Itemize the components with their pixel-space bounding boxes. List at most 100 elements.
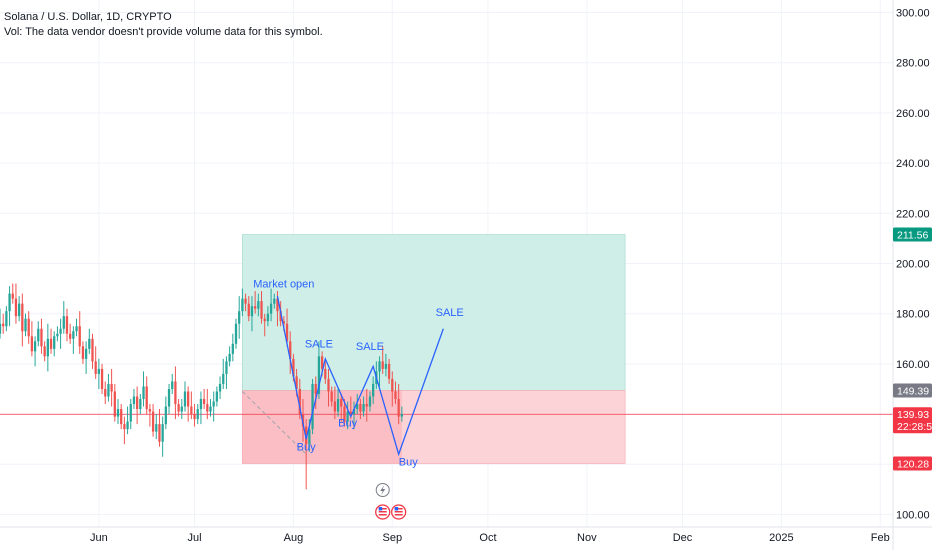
candle-body — [107, 383, 110, 397]
candle-body — [14, 298, 18, 317]
x-tick-label: Oct — [479, 532, 496, 544]
candle-body — [343, 406, 346, 422]
candle-body — [177, 404, 180, 412]
candle-body — [174, 381, 177, 405]
candle-body — [257, 301, 260, 309]
candle-body — [317, 356, 321, 394]
candle-body — [263, 318, 266, 322]
candle-body — [215, 391, 219, 402]
candle-body — [69, 333, 72, 339]
price-badge-bg — [893, 407, 932, 434]
us-flag-icon — [391, 504, 407, 520]
candle-body — [222, 373, 225, 384]
candle-body — [2, 323, 5, 327]
y-tick-label: 240.00 — [896, 158, 930, 170]
annotation-label: Buy — [338, 418, 357, 430]
candle-body — [135, 396, 139, 410]
candle-body — [158, 424, 161, 442]
candle-body — [218, 383, 222, 392]
candle-body — [65, 316, 69, 334]
candle-body — [167, 388, 171, 407]
candle-body — [56, 333, 59, 337]
annotations: Market open SALE SALE Buy Buy Buy SALE — [253, 278, 463, 468]
candle-body — [27, 318, 30, 337]
candle-body — [269, 303, 273, 314]
candle-body — [362, 404, 365, 412]
candle-body — [183, 391, 187, 407]
y-tick-label: 100.00 — [896, 509, 930, 521]
candle-body — [349, 411, 352, 415]
candle-body — [30, 336, 34, 352]
candle-body — [171, 381, 174, 389]
candle-body — [333, 401, 337, 412]
y-tick-label: 160.00 — [896, 359, 930, 371]
candle-body — [91, 338, 94, 362]
candle-body — [266, 313, 270, 322]
lightning-icon — [375, 483, 390, 497]
candle-body — [311, 383, 314, 430]
symbol-title[interactable]: Solana / U.S. Dollar, 1D, CRYPTO — [4, 11, 172, 23]
candle-body — [387, 363, 391, 379]
candle-body — [187, 391, 190, 407]
candle-body — [228, 353, 231, 362]
candle-body — [359, 404, 362, 412]
x-tick-label: Nov — [577, 532, 597, 544]
candle-body — [378, 361, 381, 372]
price-badge-label: 139.93 — [897, 409, 929, 421]
candle-body — [371, 383, 375, 397]
candle-body — [292, 358, 295, 377]
candle-body — [49, 338, 53, 349]
candle-body — [305, 426, 308, 445]
y-tick-label: 300.00 — [896, 8, 930, 20]
candle-body — [308, 429, 311, 445]
candle-body — [260, 301, 263, 319]
candle-body — [161, 424, 164, 442]
candle-body — [24, 318, 27, 332]
candle-body — [123, 424, 126, 430]
annotation-label: SALE — [305, 339, 333, 351]
candle-body — [113, 391, 116, 417]
candle-body — [155, 424, 158, 432]
chart-legend: Solana / U.S. Dollar, 1D, CRYPTO Vol: Th… — [4, 10, 323, 40]
candle-body — [148, 409, 152, 412]
projection-path — [276, 295, 444, 457]
annotation-label: SALE — [436, 307, 464, 319]
candle-body — [53, 336, 56, 349]
candle-body — [196, 409, 199, 420]
flag-stripe — [378, 511, 387, 513]
x-tick-label: 2025 — [769, 532, 793, 544]
candle-body — [285, 323, 289, 342]
candle-body — [100, 368, 104, 389]
candle-body — [8, 293, 11, 312]
candle-body — [391, 378, 394, 392]
price-badge-label: 211.56 — [897, 229, 928, 241]
candle-body — [209, 406, 212, 412]
candle-body — [11, 293, 14, 299]
y-tick-label: 220.00 — [896, 208, 930, 220]
candle-body — [84, 348, 88, 359]
candle-body — [352, 409, 356, 415]
candle-body — [384, 363, 388, 369]
candle-body — [190, 406, 193, 415]
candle-body — [78, 326, 81, 347]
candle-body — [202, 399, 206, 405]
candle-body — [46, 338, 49, 357]
candle-body — [17, 303, 21, 317]
price-badge-entry: 149.39 — [893, 383, 932, 398]
candle-body — [346, 411, 349, 422]
candle-body — [279, 311, 282, 322]
candle-body — [199, 399, 203, 410]
candle-body — [394, 391, 397, 400]
candle-body — [37, 328, 40, 342]
x-tick-label: Jun — [90, 532, 108, 544]
event-markers[interactable] — [375, 483, 407, 520]
candle-body — [21, 303, 24, 332]
candle-body — [59, 328, 62, 334]
candle-body — [72, 331, 75, 339]
x-tick-label: Jul — [188, 532, 202, 544]
candle-body — [273, 298, 276, 304]
price-badge-bg — [893, 227, 932, 242]
candle-body — [276, 298, 279, 312]
